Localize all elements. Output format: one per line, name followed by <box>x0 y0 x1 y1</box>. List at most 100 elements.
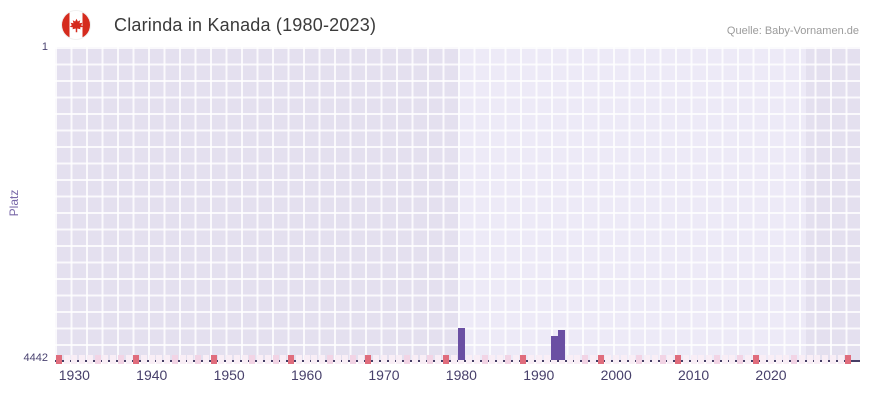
year-mark <box>605 355 612 364</box>
year-mark <box>288 355 295 364</box>
x-tick-label: 1950 <box>213 367 245 383</box>
year-mark <box>264 355 271 364</box>
year-mark <box>133 355 140 364</box>
year-mark <box>535 355 542 364</box>
year-mark <box>125 355 132 364</box>
year-mark <box>582 355 589 364</box>
year-mark <box>597 355 604 364</box>
year-mark <box>814 355 821 364</box>
year-mark <box>783 355 790 364</box>
year-mark <box>419 355 426 364</box>
year-mark <box>737 355 744 364</box>
year-mark <box>249 355 256 364</box>
year-mark <box>442 355 449 364</box>
year-mark <box>690 355 697 364</box>
year-mark <box>202 355 209 364</box>
year-mark <box>845 355 852 364</box>
year-mark <box>435 355 442 364</box>
year-mark <box>651 355 658 364</box>
year-mark <box>473 355 480 364</box>
x-tick-label: 1930 <box>58 367 90 383</box>
year-mark <box>295 355 302 364</box>
year-mark <box>450 355 457 364</box>
year-mark <box>613 355 620 364</box>
year-mark <box>528 355 535 364</box>
year-mark <box>520 355 527 364</box>
x-tick-label: 2010 <box>678 367 710 383</box>
year-mark <box>303 355 310 364</box>
rank-bar-1993 <box>558 329 566 360</box>
year-mark <box>79 355 86 364</box>
year-mark <box>504 355 511 364</box>
year-mark <box>589 355 596 364</box>
x-tick-label: 2000 <box>600 367 632 383</box>
year-mark <box>706 355 713 364</box>
year-mark <box>675 355 682 364</box>
year-mark <box>698 355 705 364</box>
year-mark <box>574 355 581 364</box>
x-tick-label: 2020 <box>755 367 787 383</box>
year-mark <box>373 355 380 364</box>
year-mark <box>396 355 403 364</box>
year-mark <box>644 355 651 364</box>
year-mark <box>171 355 178 364</box>
year-mark <box>822 355 829 364</box>
rank-bar-1992 <box>550 335 558 360</box>
year-mark <box>791 355 798 364</box>
year-mark <box>226 355 233 364</box>
year-mark <box>682 355 689 364</box>
year-mark <box>233 355 240 364</box>
year-mark <box>357 355 364 364</box>
rank-bar-1980 <box>457 328 465 360</box>
year-mark <box>350 355 356 364</box>
year-mark <box>489 355 496 364</box>
year-mark <box>404 355 411 364</box>
year-mark <box>636 355 643 364</box>
year-mark <box>829 355 836 364</box>
year-mark <box>257 355 264 364</box>
year-mark <box>806 355 813 364</box>
year-mark <box>156 355 163 364</box>
source-attribution: Quelle: Baby-Vornamen.de <box>726 25 859 37</box>
year-mark <box>319 355 326 364</box>
year-mark <box>427 355 434 364</box>
plot-area[interactable] <box>55 47 860 364</box>
year-mark <box>195 355 202 364</box>
year-mark <box>102 355 109 364</box>
year-mark <box>729 355 736 364</box>
y-tick-min: 4442 <box>23 352 48 364</box>
year-mark <box>210 355 217 364</box>
year-mark <box>218 355 225 364</box>
year-mark <box>334 355 341 364</box>
x-tick-label: 1960 <box>290 367 323 383</box>
canada-flag-icon <box>62 11 90 39</box>
year-mark <box>713 355 720 364</box>
year-mark <box>241 355 248 364</box>
year-mark <box>798 355 805 364</box>
year-mark <box>148 355 155 364</box>
year-mark <box>767 355 774 364</box>
gridlines <box>55 47 860 360</box>
year-mark <box>667 355 674 364</box>
year-mark <box>311 355 318 364</box>
year-mark <box>497 355 504 364</box>
year-mark <box>141 355 147 364</box>
x-axis-ticks: 1930 1940 1950 1960 1970 1980 1990 2000 2010 2020 <box>55 367 860 389</box>
year-mark <box>380 355 387 364</box>
x-tick-label: 1940 <box>136 367 168 383</box>
year-mark <box>110 355 117 364</box>
year-mark <box>55 355 62 364</box>
x-tick-label: 1970 <box>368 367 400 383</box>
chart-title: Clarinda in Kanada (1980-2023) <box>114 15 377 35</box>
year-mark <box>272 355 279 364</box>
year-mark <box>628 355 635 364</box>
y-tick-max: 1 <box>41 41 48 53</box>
x-tick-label: 1990 <box>523 367 555 383</box>
year-mark <box>837 355 844 364</box>
year-mark <box>466 355 473 364</box>
year-mark <box>365 355 372 364</box>
year-mark <box>512 355 519 364</box>
year-mark <box>164 355 171 364</box>
year-mark <box>117 355 124 364</box>
